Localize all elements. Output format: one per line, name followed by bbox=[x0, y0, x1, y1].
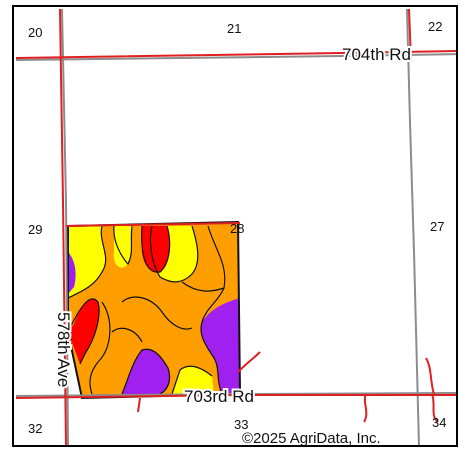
soil-zone-yellow-south bbox=[172, 366, 214, 394]
soil-zone-purple-east bbox=[201, 298, 240, 394]
map-canvas[interactable]: 20 21 22 29 28 27 32 33 34 704th Rd 703r… bbox=[14, 7, 456, 445]
road-label-703rd-rd: 703rd Rd bbox=[184, 387, 254, 406]
road-lines bbox=[15, 8, 456, 445]
soil-map-field[interactable] bbox=[62, 217, 247, 402]
section-number-22: 22 bbox=[428, 19, 442, 34]
soil-zone-red-west bbox=[68, 298, 100, 364]
soil-zone-yellow-top bbox=[113, 226, 132, 268]
section-number-28: 28 bbox=[230, 221, 244, 236]
section-number-20: 20 bbox=[28, 25, 42, 40]
section-lines bbox=[15, 8, 456, 445]
section-number-33: 33 bbox=[234, 417, 248, 432]
copyright-notice: ©2025 AgriData, Inc. bbox=[242, 430, 381, 445]
road-labels: 704th Rd 703rd Rd 578th Ave bbox=[52, 43, 413, 408]
soil-boundary-lines bbox=[68, 225, 226, 395]
section-number-29: 29 bbox=[28, 222, 42, 237]
section-number-27: 27 bbox=[430, 219, 444, 234]
section-number-21: 21 bbox=[227, 21, 241, 36]
soil-zone-purple-northwest bbox=[68, 252, 76, 294]
road-label-578th-ave: 578th Ave bbox=[54, 312, 73, 387]
road-label-704th-rd: 704th Rd bbox=[342, 45, 411, 64]
section-number-32: 32 bbox=[28, 421, 42, 436]
map-frame[interactable]: 20 21 22 29 28 27 32 33 34 704th Rd 703r… bbox=[12, 5, 458, 447]
soil-zone-purple-south bbox=[122, 349, 170, 394]
soil-zone-red-top bbox=[141, 226, 170, 273]
section-numbers: 20 21 22 29 28 27 32 33 34 bbox=[28, 19, 446, 436]
section-number-34: 34 bbox=[432, 415, 446, 430]
